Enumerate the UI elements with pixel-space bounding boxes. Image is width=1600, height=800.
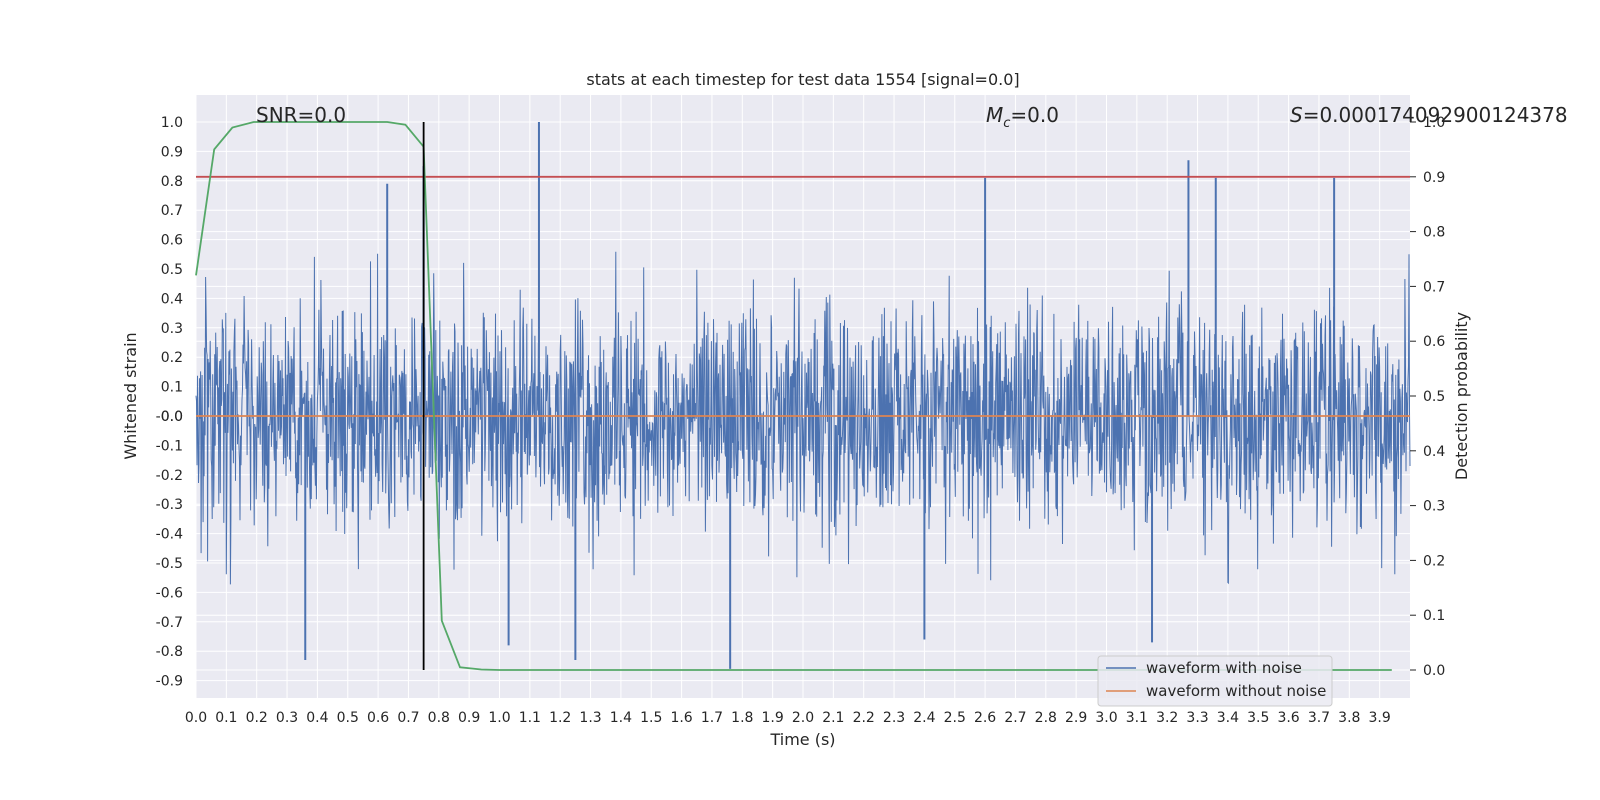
y-left-tick-label: 0.3 [161, 321, 183, 337]
x-tick-label: 3.6 [1277, 710, 1299, 726]
y-right-tick-label: 0.1 [1423, 608, 1445, 624]
x-tick-label: 0.6 [367, 710, 389, 726]
x-tick-label: 0.5 [337, 710, 359, 726]
x-tick-label: 1.5 [640, 710, 662, 726]
x-tick-label: 2.3 [883, 710, 905, 726]
x-tick-label: 1.3 [579, 710, 601, 726]
ticks-layer: 0.0 0.1 0.2 0.3 0.4 0.5 0.6 0.7 0.8 0.9 1.0 1.1 1.2 1… [156, 115, 1446, 726]
chirp-mass-symbol: M [986, 103, 1003, 127]
x-tick-label: 2.0 [792, 710, 814, 726]
y-right-tick-label: 0.0 [1423, 663, 1445, 679]
x-tick-label: 1.2 [549, 710, 571, 726]
series-layer [195, 121, 1411, 671]
y-left-tick-label: 0.7 [161, 203, 183, 219]
legend-label-clean: waveform without noise [1146, 682, 1326, 700]
score-annotation: S=0.00017409290012437​8 [1290, 103, 1568, 127]
y-right-tick-label: 0.4 [1423, 444, 1445, 460]
y-right-tick-label: 0.5 [1423, 389, 1445, 405]
legend: waveform with noise waveform without noi… [1097, 655, 1333, 707]
legend-box [1097, 655, 1333, 707]
x-tick-label: 0.0 [185, 710, 207, 726]
score-symbol: S [1290, 103, 1303, 127]
y-left-tick-label: -0.9 [156, 674, 183, 690]
y-right-tick-label: 0.3 [1423, 499, 1445, 515]
y-axis-left-label: Whitened strain [121, 332, 140, 459]
x-tick-label: 0.7 [397, 710, 419, 726]
x-tick-label: 2.2 [853, 710, 875, 726]
x-tick-label: 1.6 [670, 710, 692, 726]
x-tick-label: 0.4 [306, 710, 328, 726]
y-left-tick-label: 0.0 [161, 409, 183, 425]
chart-title: stats at each timestep for test data 155… [586, 70, 1019, 89]
snr-annotation: SNR=0.0 [256, 103, 346, 127]
y-left-tick-label: -0.5 [156, 556, 183, 572]
x-tick-label: 2.9 [1065, 710, 1087, 726]
y-left-tick-label: 0.4 [161, 291, 183, 307]
x-tick-label: 1.4 [610, 710, 632, 726]
x-tick-label: 0.8 [428, 710, 450, 726]
y-right-tick-label: 0.2 [1423, 553, 1445, 569]
x-tick-label: 2.6 [974, 710, 996, 726]
x-tick-label: 2.4 [913, 710, 935, 726]
y-right-tick-label: 0.9 [1423, 170, 1445, 186]
x-tick-label: 3.8 [1338, 710, 1360, 726]
x-tick-label: 1.7 [701, 710, 723, 726]
series-waveform-with-noise [195, 251, 1411, 585]
x-tick-label: 3.3 [1186, 710, 1208, 726]
x-tick-label: 0.9 [458, 710, 480, 726]
y-left-tick-label: -0.2 [156, 468, 183, 484]
y-right-tick-label: 1.0 [1423, 115, 1445, 131]
y-right-tick-label: 0.8 [1423, 225, 1445, 241]
chirp-mass-annotation: Mc=0.0 [986, 103, 1059, 131]
y-left-tick-label: -0.8 [156, 644, 183, 660]
y-left-tick-label: -0.6 [156, 585, 183, 601]
y-left-tick-label: 0.1 [161, 380, 183, 396]
y-left-tick-label: 0.5 [161, 262, 183, 278]
x-tick-label: 1.0 [488, 710, 510, 726]
x-tick-label: 1.1 [519, 710, 541, 726]
y-left-tick-label: -0.4 [156, 527, 183, 543]
x-tick-label: 0.3 [276, 710, 298, 726]
y-left-tick-label: 0.8 [161, 174, 183, 190]
y-left-tick-label: -0.0 [156, 409, 183, 425]
chirp-mass-value: =0.0 [1010, 103, 1059, 127]
y-left-tick-label: 0.6 [161, 233, 183, 249]
y-left-tick-label: 0.2 [161, 350, 183, 366]
x-tick-label: 3.5 [1247, 710, 1269, 726]
legend-label-noise: waveform with noise [1146, 659, 1302, 677]
y-right-tick-label: 0.7 [1423, 279, 1445, 295]
x-tick-label: 3.4 [1217, 710, 1239, 726]
x-tick-label: 3.7 [1308, 710, 1330, 726]
y-left-tick-label: 0.9 [161, 144, 183, 160]
y-left-tick-label: -0.1 [156, 438, 183, 454]
x-tick-label: 2.8 [1035, 710, 1057, 726]
x-tick-label: 2.5 [944, 710, 966, 726]
x-tick-label: 3.1 [1126, 710, 1148, 726]
chirp-mass-subscript: c [1003, 116, 1010, 131]
y-left-tick-label: 1.0 [161, 115, 183, 131]
x-tick-label: 0.1 [215, 710, 237, 726]
x-tick-label: 1.8 [731, 710, 753, 726]
x-tick-label: 3.2 [1156, 710, 1178, 726]
x-tick-label: 3.9 [1369, 710, 1391, 726]
y-axis-right-label: Detection probability [1452, 312, 1471, 480]
score-value: =0.00017409290012437​8 [1303, 103, 1568, 127]
x-tick-label: 1.9 [762, 710, 784, 726]
series-detection-probability [195, 121, 1392, 671]
y-left-tick-label: -0.3 [156, 497, 183, 513]
x-axis-label: Time (s) [769, 730, 835, 749]
x-tick-label: 3.0 [1095, 710, 1117, 726]
x-tick-label: 2.1 [822, 710, 844, 726]
y-left-tick-label: -0.7 [156, 615, 183, 631]
x-tick-label: 2.7 [1004, 710, 1026, 726]
y-right-tick-label: 0.6 [1423, 334, 1445, 350]
x-tick-label: 0.2 [246, 710, 268, 726]
